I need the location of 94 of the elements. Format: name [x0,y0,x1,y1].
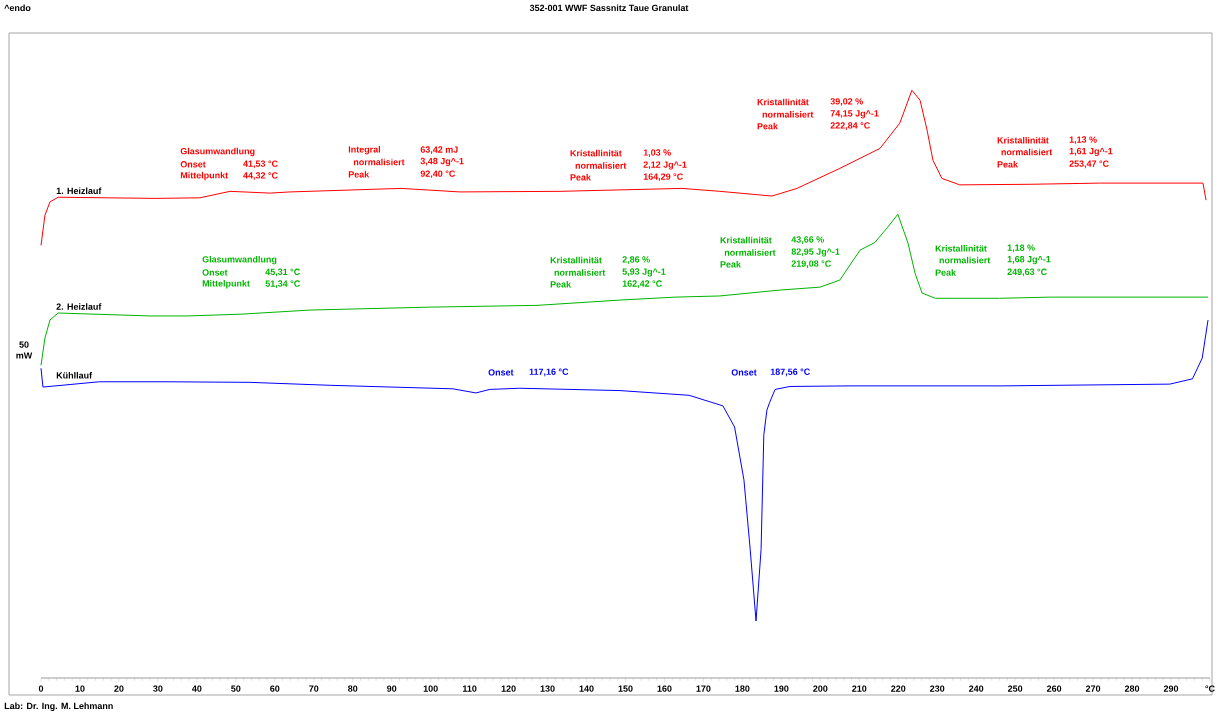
x-tick-label: 240 [969,685,984,692]
x-tick-label: 40 [192,685,202,692]
annotation: 222,84 °C [830,122,870,130]
annotation: 5,93 Jg^-1 [622,268,666,277]
annotation: 164,29 °C [643,173,683,182]
annotation: normalisiert [939,256,991,264]
annotation: Onset [488,369,514,376]
x-tick-label: 120 [501,685,516,692]
annotation: 3,48 Jg^-1 [420,157,464,167]
chart-title: 352-001 WWF Sassnitz Taue Granulat [529,4,689,12]
annotation: 253,47 °C [1069,160,1109,169]
annotation: Peak [757,122,778,130]
annotation: 187,56 °C [770,368,810,377]
annotation: 1,68 Jg^-1 [1007,256,1051,265]
annotation: 1,03 % [643,149,671,157]
annotation: Kristallinität [550,256,602,264]
annotation: normalisiert [554,269,606,276]
x-tick-label: 10 [75,685,85,692]
x-tick-label: 110 [462,685,477,692]
x-tick-label: 80 [348,685,358,692]
annotation: Glasumwandlung [180,147,255,157]
annotation: 219,08 °C [791,260,832,269]
x-tick-label: 160 [657,685,672,692]
annotation: normalisiert [724,249,776,256]
annotation: 1,61 Jg^-1 [1069,147,1113,157]
series-label: 1. Heizlauf [56,187,102,195]
x-tick-label: 230 [930,685,945,692]
text: ^endo [4,4,31,12]
series-label: Kühllauf [56,371,93,379]
annotation: Kristallinität [997,136,1049,144]
annotation: Mittelpunkt [180,171,229,181]
annotation: Peak [720,260,741,268]
annotation: normalisiert [762,111,814,118]
annotation: 74,15 Jg^-1 [830,110,879,119]
x-tick-label: 60 [270,685,280,692]
x-tick-label: 130 [540,685,555,692]
annotation: Peak [935,269,957,276]
x-tick-label: 260 [1046,685,1062,692]
x-tick-label: 50 [231,685,241,692]
x-tick-label: 290 [1163,685,1179,692]
annotation: Peak [348,171,370,178]
series-label: 2. Heizlauf [56,303,102,310]
annotation: 45,31 °C [265,268,300,277]
x-tick-label: 0 [38,685,44,692]
annotation: 2,86 % [622,256,650,264]
x-tick-label: 180 [735,685,750,692]
x-tick-label: 280 [1124,685,1140,692]
annotation: Kristallinität [757,98,809,106]
x-tick-label: 140 [579,685,594,692]
annotation: Glasumwandlung [202,255,277,265]
x-tick-label: °C [1205,685,1215,692]
x-tick-label: 250 [1007,685,1023,692]
x-tick-label: 200 [813,685,828,692]
annotation: 1,13 % [1069,136,1097,145]
annotation: Kristallinität [570,149,622,157]
y-axis-title: 50 mW [16,341,33,359]
annotation: 44,32 °C [243,172,278,180]
x-tick-label: 170 [696,685,711,692]
annotation: 249,63 °C [1007,268,1047,277]
annotation: normalisiert [1001,148,1053,156]
annotation: normalisiert [575,162,627,169]
annotation: normalisiert [353,158,405,166]
annotation: 51,34 °C [265,280,300,289]
x-tick-label: 150 [618,685,633,692]
annotation: Mittelpunkt [202,280,250,289]
text: Lab: Dr. Ing. M. Lehmann [4,702,113,711]
x-tick-label: 70 [309,685,319,692]
x-tick-label: 100 [423,685,438,692]
annotation: 82,95 Jg^-1 [791,248,840,257]
annotation: Kristallinität [720,236,772,244]
x-tick-label: 190 [774,685,789,692]
x-tick-label: 220 [891,685,906,692]
annotation: 1,18 % [1007,244,1035,253]
x-tick-label: 20 [114,685,124,692]
annotation: 117,16 °C [529,368,569,377]
x-tick-label: 30 [153,685,163,692]
annotation: Peak [550,280,572,288]
x-tick-label: 270 [1085,685,1101,692]
annotation: 39,02 % [830,98,863,106]
annotation: 162,42 °C [622,280,662,289]
annotation: 92,40 °C [420,170,456,179]
annotation: 41,53 °C [243,160,278,169]
annotation: 63,42 mJ [420,146,458,155]
annotation: 2,12 Jg^-1 [643,161,687,170]
annotation: Peak [997,161,1018,168]
annotation: Onset [180,161,206,168]
annotation: Peak [570,173,591,181]
annotation: 43,66 % [791,236,824,244]
annotation: Kristallinität [935,245,987,252]
annotation: Onset [731,369,757,376]
x-tick-label: 210 [852,685,867,692]
annotation: Onset [202,269,228,276]
annotation: Integral [348,145,380,155]
x-tick-label: 90 [387,685,397,692]
